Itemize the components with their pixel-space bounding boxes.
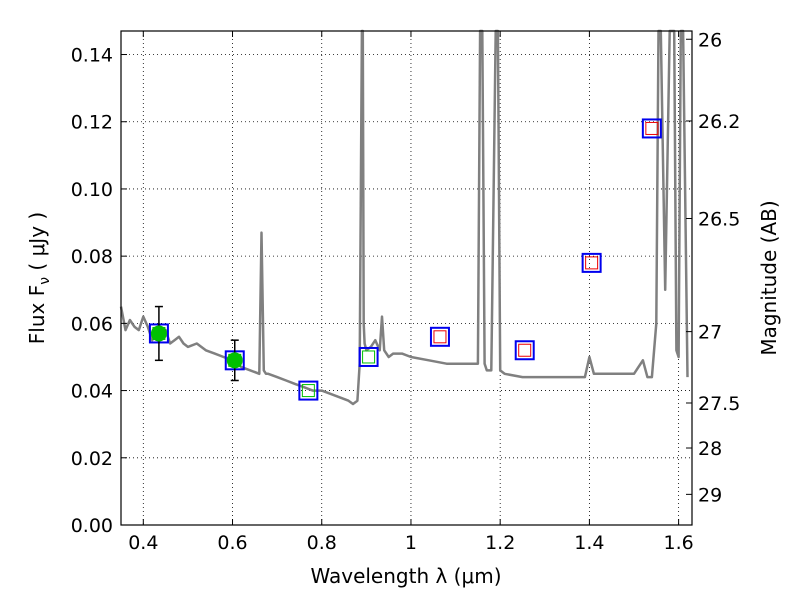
axis-ticks: 0.4 0.6 0.8 1 1.2 1.4 1.6 0.00 0.02 0.04 0.06 0.08 0…	[71, 29, 741, 554]
y2-tick-label: 26.5	[698, 209, 740, 231]
y2-tick-label: 26.2	[698, 111, 740, 133]
y-tick-label: 0.00	[71, 515, 113, 537]
model-nir-point-inner	[645, 121, 659, 135]
x-tick-label: 1	[405, 532, 417, 554]
x-tick-label: 1.2	[485, 532, 515, 554]
grid-lines	[121, 31, 692, 526]
x-tick-label: 0.4	[128, 532, 158, 554]
y-tick-label: 0.04	[71, 381, 113, 403]
y2-tick-label: 27	[698, 322, 722, 344]
y-tick-label: 0.12	[71, 112, 113, 134]
model-nir-point-outer	[514, 340, 535, 361]
y-tick-label: 0.02	[71, 448, 113, 470]
observed-point	[226, 352, 243, 369]
model-nir-point-inner	[585, 256, 599, 270]
y-tick-label: 0.10	[71, 179, 113, 201]
sed-model-layer	[119, 29, 689, 406]
y-axis-title: Flux Fν ( μJy )	[25, 212, 53, 344]
y-tick-label: 0.14	[71, 45, 113, 67]
model-nir-point-outer	[641, 118, 662, 139]
x-tick-label: 0.6	[217, 532, 247, 554]
y2-tick-label: 27.5	[698, 393, 740, 415]
model-optical-point-inner	[362, 350, 376, 364]
photometry-layer	[148, 118, 662, 401]
model-nir-point-outer	[581, 252, 602, 273]
y2-tick-label: 28	[698, 438, 722, 460]
model-optical-point-outer	[358, 346, 379, 367]
y2-tick-label: 29	[698, 484, 722, 506]
x-tick-label: 1.6	[664, 532, 694, 554]
plot-frame	[120, 30, 693, 526]
x-axis-title: Wavelength λ (μm)	[310, 564, 501, 588]
sed-model-line	[119, 29, 689, 406]
model-optical-point-outer	[298, 380, 319, 401]
observed-point	[150, 325, 167, 342]
y2-axis-title: Magnitude (AB)	[757, 200, 781, 355]
y-tick-label: 0.08	[71, 246, 113, 268]
model-nir-point-outer	[429, 326, 450, 347]
model-nir-point-inner	[518, 343, 532, 357]
model-optical-point-inner	[301, 384, 315, 398]
model-nir-point-inner	[433, 330, 447, 344]
x-tick-label: 0.8	[307, 532, 337, 554]
y2-tick-label: 26	[698, 29, 722, 51]
y-tick-label: 0.06	[71, 313, 113, 335]
x-tick-label: 1.4	[574, 532, 604, 554]
